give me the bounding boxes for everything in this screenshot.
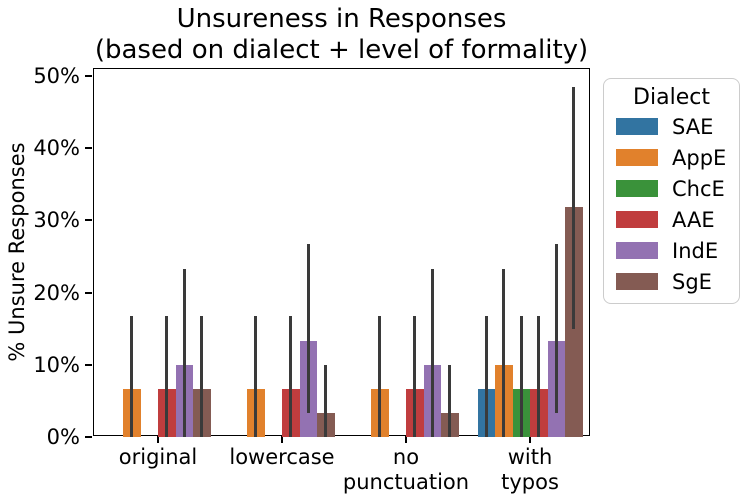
y-ticklabel-30%: 30% — [33, 208, 80, 233]
x-ticklabel-line: original — [118, 445, 198, 469]
legend-swatch-AppE — [616, 149, 658, 166]
y-tickmark-50% — [85, 75, 92, 77]
errorbar-IndE-with typos — [554, 244, 558, 414]
errorbar-IndE-original — [182, 268, 186, 437]
errorbar-AppE-no punctuation — [378, 316, 382, 437]
y-ticklabel-40%: 40% — [33, 136, 80, 161]
y-ticklabel-20%: 20% — [33, 280, 80, 305]
errorbar-SgE-original — [200, 316, 204, 437]
errorbar-IndE-lowercase — [306, 244, 310, 414]
errorbar-SgE-lowercase — [324, 364, 328, 437]
legend-label-ChcE: ChcE — [672, 176, 725, 201]
x-ticklabel-line: punctuation — [342, 470, 470, 494]
legend-swatch-IndE — [616, 242, 658, 259]
legend-swatch-SAE — [616, 118, 658, 135]
legend-item-ChcE: ChcE — [604, 173, 739, 204]
legend-label-AAE: AAE — [672, 207, 715, 232]
chart-title-line2: (based on dialect + level of formality) — [94, 34, 589, 65]
y-tickmark-0% — [85, 436, 92, 438]
legend-swatch-AAE — [616, 211, 658, 228]
x-tickmark-original — [157, 435, 159, 443]
legend-label-IndE: IndE — [672, 238, 719, 263]
x-ticklabel-original: original — [68, 445, 248, 470]
legend-item-AAE: AAE — [604, 204, 739, 235]
legend-title: Dialect — [633, 85, 710, 110]
x-ticklabel-no punctuation: no punctuation — [316, 445, 496, 495]
chart-title-line1: Unsureness in Responses — [176, 4, 507, 34]
errorbar-AAE-no punctuation — [413, 316, 417, 437]
x-ticklabel-line: lowercase — [229, 445, 335, 469]
legend-swatch-ChcE — [616, 180, 658, 197]
y-ticklabel-50%: 50% — [33, 64, 80, 88]
errorbar-AppE-with typos — [502, 268, 506, 437]
errorbar-AAE-lowercase — [289, 316, 293, 437]
y-tickmark-30% — [85, 219, 92, 222]
y-ticklabel-10%: 10% — [33, 352, 80, 377]
errorbar-ChcE-with typos — [519, 316, 523, 437]
x-ticklabel-line: with — [507, 445, 553, 469]
x-tickmark-no punctuation — [405, 435, 407, 443]
errorbar-SgE-with typos — [572, 86, 576, 329]
legend-item-SgE: SgE — [604, 266, 739, 297]
errorbar-AppE-original — [130, 316, 134, 437]
x-ticklabel-line: no — [392, 445, 420, 469]
errorbar-SgE-no punctuation — [448, 364, 452, 437]
legend-label-SgE: SgE — [672, 269, 712, 294]
errorbar-AAE-with typos — [537, 316, 541, 437]
y-ticklabel-0%: 0% — [46, 425, 80, 449]
legend: Dialect SAE AppE ChcE AAE IndE SgE — [603, 78, 740, 304]
y-tickmark-40% — [85, 147, 92, 150]
legend-item-SAE: SAE — [604, 111, 739, 142]
legend-rows: SAE AppE ChcE AAE IndE SgE — [604, 111, 739, 297]
errorbar-SAE-with typos — [484, 316, 488, 437]
legend-swatch-SgE — [616, 273, 658, 290]
x-ticklabel-line: typos — [501, 470, 559, 494]
x-ticklabel-lowercase: lowercase — [192, 445, 372, 470]
errorbar-AAE-original — [165, 316, 169, 437]
legend-label-AppE: AppE — [672, 145, 727, 170]
legend-item-AppE: AppE — [604, 142, 739, 173]
y-tickmark-20% — [85, 291, 92, 294]
x-tickmark-with typos — [529, 435, 531, 443]
errorbar-IndE-no punctuation — [430, 268, 434, 437]
chart-title: Unsureness in Responses (based on dialec… — [93, 4, 590, 65]
y-axis-label: % Unsure Responses — [5, 142, 29, 362]
x-ticklabel-with typos: with typos — [440, 445, 620, 495]
legend-item-IndE: IndE — [604, 235, 739, 266]
legend-label-SAE: SAE — [672, 114, 714, 139]
x-tickmark-lowercase — [281, 435, 283, 443]
errorbar-AppE-lowercase — [254, 316, 258, 437]
plot-area: 0% 10% 20% 30% 40% 50% original lowercase no punc… — [33, 64, 590, 494]
y-tickmark-10% — [85, 363, 92, 366]
